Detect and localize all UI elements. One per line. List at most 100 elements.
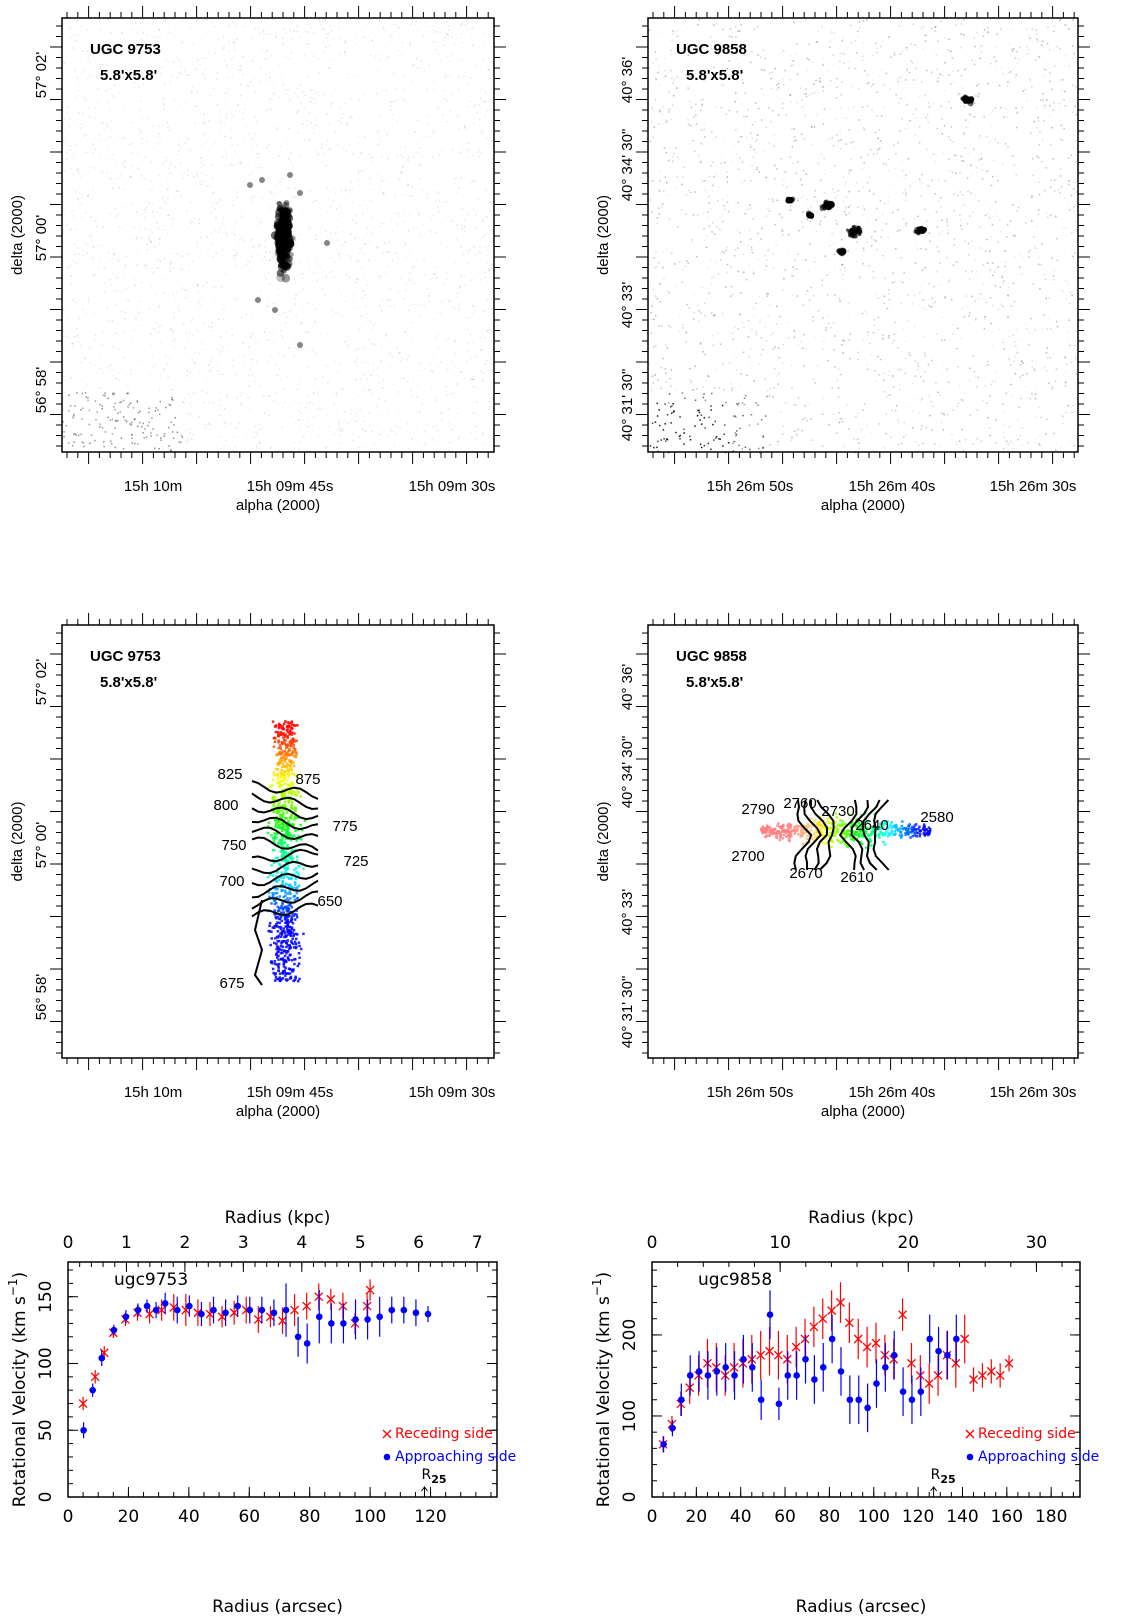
noise bbox=[240, 27, 242, 29]
noise bbox=[144, 228, 146, 230]
noise bbox=[956, 347, 958, 350]
noise bbox=[463, 377, 466, 379]
noise bbox=[159, 375, 162, 377]
noise bbox=[272, 341, 274, 343]
noise bbox=[88, 298, 90, 300]
noise bbox=[119, 390, 121, 392]
noise bbox=[155, 136, 158, 138]
noise bbox=[419, 58, 421, 61]
noise bbox=[416, 93, 418, 95]
noise bbox=[833, 253, 835, 256]
noise bbox=[99, 423, 101, 425]
noise bbox=[415, 57, 418, 60]
noise bbox=[203, 103, 205, 105]
noise bbox=[149, 180, 152, 182]
noise bbox=[225, 223, 227, 225]
noise bbox=[676, 29, 678, 31]
noise bbox=[465, 173, 467, 175]
noise bbox=[69, 27, 71, 29]
noise bbox=[319, 332, 322, 335]
galaxy-blob bbox=[285, 260, 293, 267]
noise bbox=[426, 88, 428, 91]
noise bbox=[845, 213, 847, 216]
noise bbox=[269, 354, 271, 357]
noise bbox=[143, 37, 145, 39]
noise bbox=[345, 274, 348, 276]
noise bbox=[294, 303, 296, 306]
noise bbox=[700, 414, 703, 416]
noise bbox=[128, 300, 130, 302]
noise bbox=[273, 174, 275, 176]
noise bbox=[273, 195, 276, 198]
noise bbox=[996, 215, 998, 218]
noise bbox=[378, 398, 380, 400]
noise bbox=[803, 402, 805, 404]
noise bbox=[484, 115, 487, 117]
noise bbox=[181, 385, 183, 387]
noise bbox=[882, 372, 885, 374]
noise bbox=[159, 260, 161, 262]
noise bbox=[233, 254, 235, 256]
noise bbox=[211, 310, 213, 312]
noise bbox=[1046, 328, 1048, 330]
noise bbox=[102, 63, 104, 66]
noise bbox=[471, 181, 473, 183]
noise bbox=[189, 428, 192, 430]
galaxy-blob bbox=[287, 245, 293, 252]
noise bbox=[329, 426, 331, 428]
noise bbox=[448, 61, 450, 63]
noise bbox=[416, 311, 418, 313]
noise bbox=[841, 288, 844, 290]
noise bbox=[417, 211, 419, 214]
noise bbox=[114, 182, 116, 184]
noise bbox=[120, 138, 122, 140]
noise bbox=[128, 216, 130, 218]
noise bbox=[449, 111, 452, 113]
noise bbox=[175, 39, 177, 41]
noise bbox=[151, 204, 153, 206]
noise bbox=[231, 75, 234, 78]
noise bbox=[65, 173, 67, 175]
noise bbox=[237, 143, 239, 145]
noise bbox=[1053, 30, 1055, 33]
noise bbox=[812, 378, 814, 380]
noise bbox=[232, 176, 234, 178]
noise bbox=[124, 188, 126, 190]
noise bbox=[436, 179, 438, 181]
noise bbox=[181, 154, 183, 156]
noise bbox=[485, 216, 488, 218]
noise bbox=[407, 184, 409, 186]
noise bbox=[871, 54, 874, 56]
noise bbox=[144, 266, 146, 268]
noise bbox=[487, 246, 489, 248]
noise bbox=[166, 362, 169, 365]
noise bbox=[324, 94, 326, 96]
noise bbox=[229, 163, 232, 166]
knot bbox=[255, 297, 261, 303]
noise bbox=[267, 272, 270, 274]
noise bbox=[79, 184, 81, 186]
noise bbox=[875, 207, 878, 210]
noise bbox=[376, 246, 378, 248]
noise bbox=[312, 349, 314, 351]
noise bbox=[82, 254, 85, 256]
noise bbox=[398, 215, 400, 217]
noise bbox=[455, 441, 457, 443]
noise bbox=[162, 103, 164, 105]
noise bbox=[428, 64, 430, 66]
noise bbox=[335, 317, 337, 319]
noise bbox=[277, 294, 279, 296]
noise bbox=[367, 333, 369, 335]
noise bbox=[77, 334, 80, 337]
noise bbox=[1018, 58, 1020, 60]
noise bbox=[73, 320, 75, 322]
noise bbox=[85, 312, 87, 315]
noise bbox=[662, 203, 664, 205]
noise bbox=[481, 217, 483, 219]
noise bbox=[269, 80, 271, 82]
noise bbox=[413, 282, 415, 285]
noise bbox=[221, 223, 223, 225]
noise bbox=[703, 180, 706, 182]
noise bbox=[65, 169, 67, 172]
noise bbox=[920, 27, 923, 30]
